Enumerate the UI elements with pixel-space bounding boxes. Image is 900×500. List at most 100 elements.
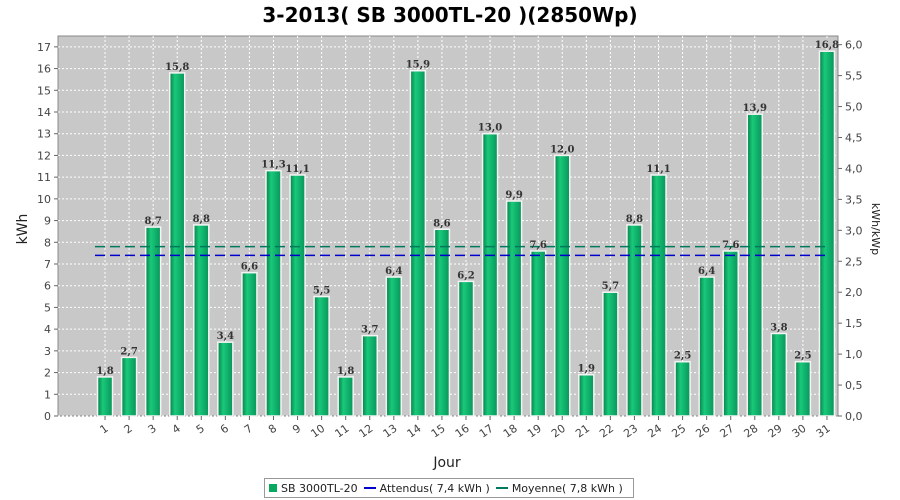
- data-label: 6,4: [385, 266, 402, 277]
- data-label: 6,4: [698, 266, 715, 277]
- data-label: 2,5: [794, 351, 811, 362]
- bar: [698, 276, 715, 417]
- y-tick-label: 2: [44, 367, 51, 380]
- bar: [722, 250, 739, 417]
- x-tick-label: 5: [194, 422, 207, 437]
- data-label: 13,9: [743, 103, 767, 114]
- y-tick-label: 4: [44, 323, 51, 336]
- y-axis-label: kWh: [15, 214, 31, 245]
- bar: [289, 174, 306, 417]
- y-tick-label: 12: [37, 149, 51, 162]
- y-right-tick-label: 5,5: [845, 70, 863, 83]
- bar: [385, 276, 403, 417]
- bar: [265, 169, 282, 417]
- x-tick-label: 25: [669, 422, 688, 441]
- bar: [217, 341, 234, 417]
- data-label: 8,8: [626, 214, 643, 225]
- y-tick-label: 17: [37, 41, 51, 54]
- x-tick-label: 1: [98, 422, 111, 437]
- data-label: 16,8: [815, 40, 839, 51]
- data-label: 8,6: [433, 218, 450, 229]
- x-tick-label: 12: [357, 422, 376, 441]
- bar: [361, 334, 378, 417]
- bar: [554, 154, 571, 417]
- data-label: 6,2: [457, 270, 474, 281]
- data-label: 6,6: [241, 262, 258, 273]
- legend-label: Moyenne( 7,8 kWh ): [511, 481, 623, 495]
- x-tick-label: 2: [122, 422, 135, 437]
- y-right-tick-label: 2,0: [845, 286, 863, 299]
- data-label: 13,0: [478, 123, 502, 134]
- x-tick-label: 31: [814, 422, 833, 441]
- bar: [626, 224, 643, 417]
- bar: [457, 280, 475, 417]
- x-tick-label: 27: [718, 422, 737, 441]
- bar: [168, 72, 186, 417]
- legend-label: SB 3000TL-20: [281, 481, 358, 495]
- y-right-tick-label: 1,0: [845, 348, 863, 361]
- y-tick-label: 8: [44, 236, 51, 249]
- x-tick-label: 7: [242, 422, 255, 437]
- y-right-tick-label: 0,0: [845, 410, 863, 423]
- bar: [794, 360, 812, 417]
- y-tick-label: 14: [37, 106, 51, 119]
- y-right-tick-label: 5,0: [845, 101, 863, 114]
- bar: [674, 360, 691, 417]
- x-tick-label: 9: [290, 422, 303, 437]
- bar: [313, 295, 330, 417]
- y-axis-right-label: kWh/kWp: [869, 203, 882, 255]
- x-tick-label: 22: [597, 422, 616, 441]
- y-tick-label: 5: [44, 301, 51, 314]
- x-tick-label: 16: [453, 422, 472, 441]
- x-tick-label: 29: [766, 422, 785, 441]
- x-tick-label: 30: [790, 422, 809, 441]
- y-tick-label: 6: [44, 280, 51, 293]
- x-tick-label: 11: [332, 422, 351, 441]
- data-label: 12,0: [550, 144, 574, 155]
- y-right-tick-label: 4,5: [845, 131, 863, 144]
- chart-title: 3-2013( SB 3000TL-20 )(2850Wp): [262, 3, 637, 27]
- data-labels: 1,82,78,715,88,83,46,611,3 11,15,51,83,76…: [96, 40, 839, 377]
- y-right-tick-label: 6,0: [845, 39, 863, 52]
- x-tick-label: 28: [742, 422, 761, 441]
- y-right-tick-label: 0,5: [845, 379, 863, 392]
- bar: [337, 376, 354, 417]
- bar: [818, 50, 836, 417]
- x-tick-label: 24: [645, 422, 664, 441]
- x-tick-label: 3: [146, 422, 159, 437]
- bar: [602, 291, 619, 417]
- bar: [241, 271, 258, 417]
- x-tick-label: 4: [170, 422, 183, 437]
- bar: [578, 373, 595, 417]
- y-right-tick-label: 3,5: [845, 193, 863, 206]
- data-label: 3,4: [217, 331, 234, 342]
- y-tick-label: 16: [37, 63, 51, 76]
- y-right-tick-label: 1,5: [845, 317, 863, 330]
- data-label: 1,8: [337, 366, 354, 377]
- legend-item-attendus: Attendus( 7,4 kWh ): [363, 482, 490, 495]
- y-tick-label: 11: [37, 171, 51, 184]
- bar: [770, 332, 788, 417]
- legend-item-moyenne: Moyenne( 7,8 kWh ): [495, 481, 623, 495]
- reference-lines: [95, 245, 828, 257]
- legend-line-icon: [495, 487, 508, 489]
- bar: [409, 69, 427, 417]
- right-axis-ticks: 0,0 0,5 1,0 1,5 2,0 2,5 3,0 3,5 4,0 4,5 5,0 5,5 6,0: [838, 39, 863, 423]
- data-label: 8,8: [193, 214, 210, 225]
- legend-line-icon: [363, 487, 376, 489]
- x-tick-label: 17: [477, 422, 496, 441]
- x-tick-label: 15: [429, 422, 448, 441]
- y-tick-label: 15: [37, 84, 51, 97]
- legend: SB 3000TL-20 Attendus( 7,4 kWh ) Moyenne…: [264, 478, 634, 498]
- y-tick-label: 10: [37, 193, 51, 206]
- bar: [746, 113, 764, 417]
- x-tick-label: 23: [621, 422, 640, 441]
- bar: [120, 356, 138, 417]
- y-right-tick-label: 4,0: [845, 162, 863, 175]
- bar: [650, 174, 667, 417]
- bars: [96, 50, 836, 417]
- data-label: 1,9: [578, 364, 595, 375]
- data-label: 1,8: [96, 366, 113, 377]
- data-label: 5,7: [602, 281, 619, 292]
